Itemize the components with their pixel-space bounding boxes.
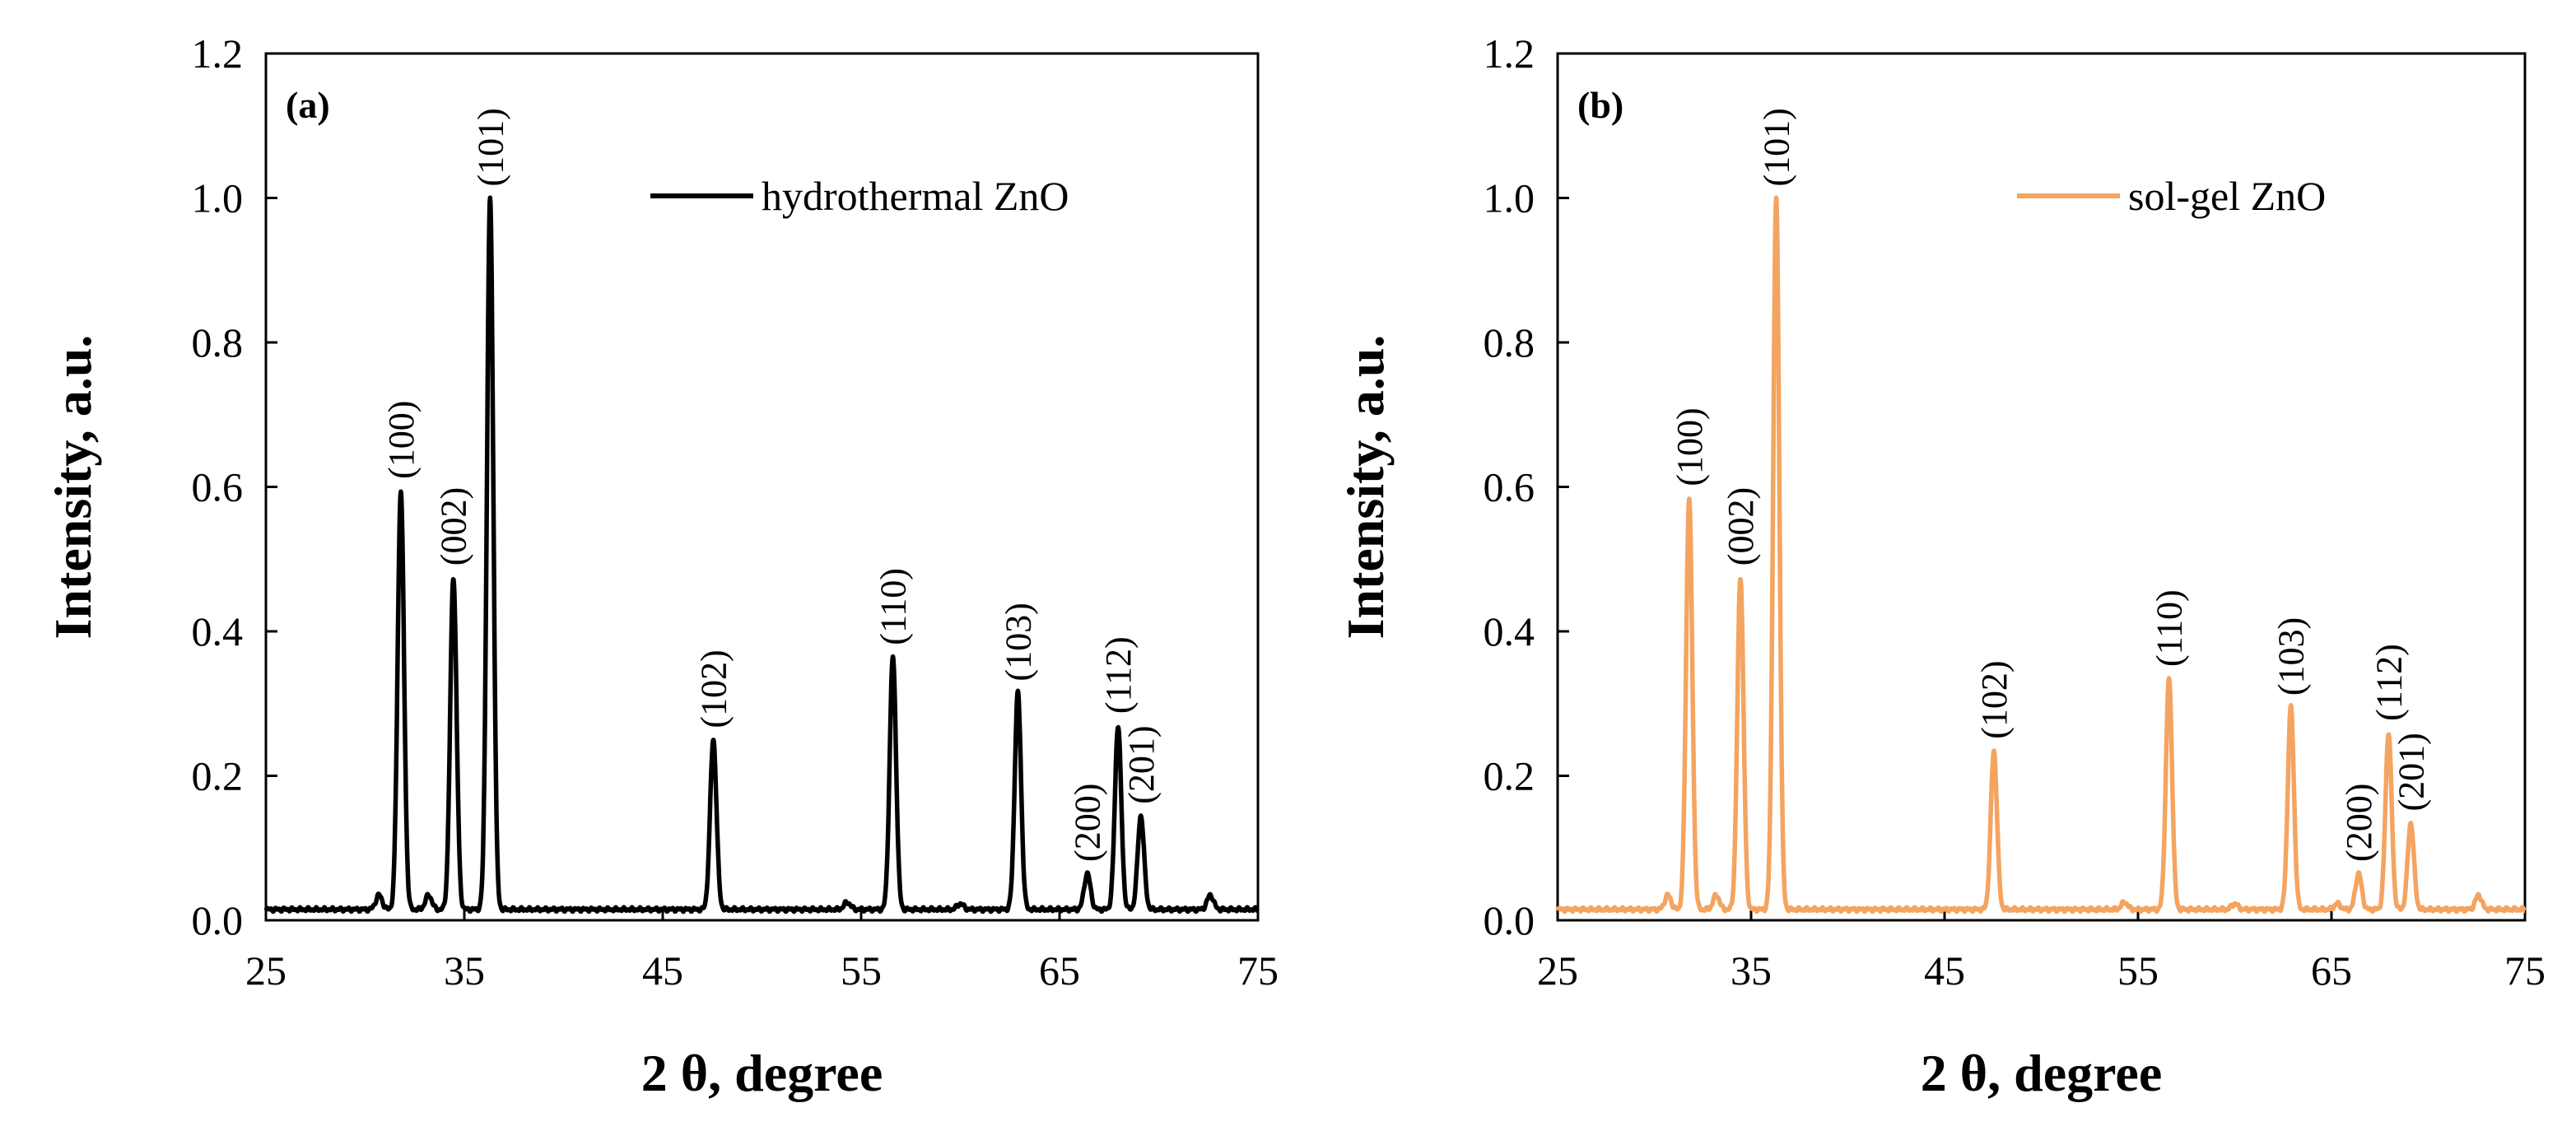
y-tick-label: 0.2	[192, 753, 244, 799]
peak-label: (101)	[470, 108, 510, 186]
x-tick-label: 65	[2311, 947, 2352, 994]
x-tick-label: 35	[444, 947, 485, 994]
series-line-0	[263, 195, 1260, 915]
x-tick-label: 75	[1237, 947, 1279, 994]
y-tick-label: 1.0	[1484, 175, 1535, 221]
y-tick-label: 0.4	[1484, 608, 1535, 654]
peak-label: (102)	[1974, 660, 2015, 738]
peak-label: (110)	[873, 568, 914, 645]
peak-label: (201)	[2391, 733, 2431, 811]
y-tick-label: 1.2	[192, 30, 244, 77]
x-axis-title: 2 θ, degree	[1921, 1044, 2162, 1102]
y-tick-label: 0.2	[1484, 753, 1535, 799]
x-tick-label: 45	[1924, 947, 1965, 994]
x-tick-label: 25	[245, 947, 286, 994]
peak-label: (101)	[1757, 108, 1797, 186]
y-axis-title: Intensity, a.u.	[1336, 335, 1395, 640]
peak-label: (002)	[1721, 487, 1761, 566]
panel-b: 0.0 0.2 0.4 0.6 0.8 1.0 1.2 25 35 45 55 65 75 2 θ, de…	[1336, 30, 2546, 1102]
x-tick-label: 65	[1039, 947, 1080, 994]
peak-label: (100)	[381, 401, 422, 479]
panel-a: 0.0 0.2 0.4 0.6 0.8 1.0 1.2 25 35 45 55 65 75 2 θ, de…	[44, 30, 1279, 1102]
x-tick-label: 55	[841, 947, 882, 994]
peak-label: (103)	[998, 603, 1038, 681]
y-tick-label: 0.6	[1484, 464, 1535, 510]
x-axis-title: 2 θ, degree	[641, 1044, 883, 1102]
x-tick-label: 35	[1731, 947, 1772, 994]
legend-label: sol-gel ZnO	[2128, 173, 2326, 219]
peak-label: (112)	[1098, 636, 1139, 714]
peak-label: (200)	[1068, 784, 1108, 862]
series-line-0	[1555, 195, 2527, 915]
legend-label: hydrothermal ZnO	[762, 173, 1069, 219]
peak-label: (200)	[2339, 784, 2379, 862]
x-tick-label: 55	[2117, 947, 2159, 994]
y-tick-label: 0.4	[192, 608, 244, 654]
y-tick-label: 0.0	[1484, 897, 1535, 943]
panel-label: (b)	[1577, 84, 1623, 126]
peak-label: (100)	[1670, 407, 1710, 486]
y-axis-title: Intensity, a.u.	[44, 335, 102, 640]
panel-label: (a)	[286, 84, 330, 126]
y-tick-label: 1.0	[192, 175, 244, 221]
peak-label: (112)	[2369, 644, 2409, 721]
y-tick-label: 1.2	[1484, 30, 1535, 77]
x-tick-label: 45	[642, 947, 683, 994]
peak-label: (002)	[434, 487, 474, 566]
peak-label: (102)	[693, 649, 734, 728]
y-tick-label: 0.8	[192, 319, 244, 365]
peak-label: (201)	[1121, 725, 1162, 803]
peak-label: (110)	[2150, 589, 2190, 667]
y-tick-label: 0.8	[1484, 319, 1535, 365]
x-tick-label: 25	[1537, 947, 1578, 994]
y-tick-label: 0.0	[192, 897, 244, 943]
peak-label: (103)	[2271, 617, 2312, 696]
y-tick-label: 0.6	[192, 464, 244, 510]
x-tick-label: 75	[2504, 947, 2546, 994]
